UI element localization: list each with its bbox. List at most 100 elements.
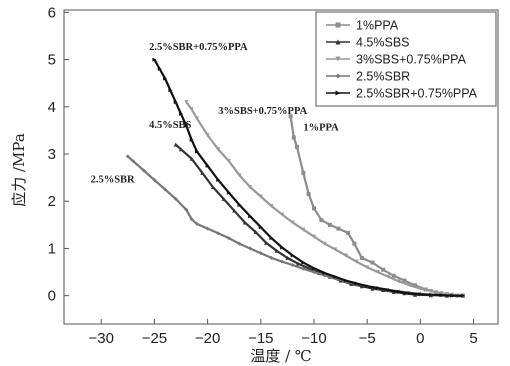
data-point	[258, 251, 263, 256]
legend: 1%PPA 4.5%SBS 3%SBS+0.75%PPA 2.5%SBR 2.5%SBR…	[315, 11, 497, 107]
data-point	[407, 291, 412, 296]
data-point	[152, 177, 157, 182]
data-point	[322, 271, 327, 276]
data-point	[248, 185, 253, 190]
series-4	[152, 57, 465, 298]
data-point	[428, 292, 433, 297]
data-point	[359, 284, 364, 289]
data-point	[168, 88, 173, 93]
annotation-label: 2.5%SBR	[91, 174, 135, 185]
data-point	[269, 203, 274, 208]
data-point	[280, 212, 285, 217]
data-point	[354, 281, 359, 286]
data-point	[237, 173, 242, 178]
data-point	[352, 241, 357, 246]
data-point	[280, 259, 285, 264]
y-tick-label: 1	[48, 240, 56, 257]
y-tick-label: 0	[48, 288, 56, 305]
legend-swatch-marker	[335, 22, 341, 28]
data-point	[216, 231, 221, 236]
data-point	[205, 133, 210, 138]
data-point	[301, 260, 306, 265]
data-point	[237, 241, 242, 246]
data-point	[322, 241, 327, 246]
legend-label: 4.5%SBS	[356, 36, 410, 50]
data-point	[391, 273, 396, 278]
data-point	[290, 253, 295, 258]
x-tick-label: −20	[195, 330, 220, 347]
data-point	[189, 156, 194, 161]
series-line	[153, 59, 463, 297]
data-point	[402, 278, 407, 283]
data-point	[311, 266, 316, 271]
axis-ticks: −30 −25 −20 −15 −10 −5 0 5 0 1 2 3 4 5 6	[48, 4, 478, 347]
data-point	[258, 194, 263, 199]
data-point	[450, 293, 455, 298]
x-tick-label: −10	[301, 330, 326, 347]
data-point	[290, 220, 295, 225]
data-point	[194, 149, 199, 154]
data-point	[242, 220, 247, 225]
data-point	[375, 286, 380, 291]
data-point	[269, 255, 274, 260]
data-point	[370, 260, 375, 265]
data-point	[381, 267, 386, 272]
data-point	[226, 190, 231, 195]
data-point	[333, 247, 338, 252]
data-point	[210, 185, 215, 190]
data-point	[173, 142, 178, 147]
data-point	[189, 107, 194, 112]
data-point	[418, 286, 423, 291]
data-point	[141, 168, 146, 173]
data-point	[386, 274, 391, 279]
data-point	[237, 203, 242, 208]
x-tick-label: 5	[469, 330, 477, 347]
y-tick-label: 6	[48, 4, 56, 21]
data-point	[413, 283, 418, 288]
legend-label: 3%SBS+0.75%PPA	[356, 53, 467, 67]
x-tick-label: 0	[416, 330, 424, 347]
data-point	[294, 144, 299, 149]
data-point	[189, 137, 194, 142]
data-point	[194, 116, 199, 121]
data-point	[205, 163, 210, 168]
data-point	[407, 283, 412, 288]
data-point	[319, 218, 324, 223]
series-3	[125, 154, 465, 298]
data-point	[428, 288, 433, 293]
legend-swatch-marker	[335, 73, 341, 79]
legend-swatch-marker	[335, 39, 341, 45]
data-point	[232, 208, 237, 213]
data-point	[226, 159, 231, 164]
data-point	[189, 217, 194, 222]
annotation-label: 2.5%SBR+0.75%PPA	[149, 42, 248, 53]
x-tick-label: −5	[359, 330, 376, 347]
data-point	[264, 240, 269, 245]
data-point	[173, 100, 178, 105]
data-point	[311, 270, 316, 275]
data-point	[386, 288, 391, 293]
data-point	[290, 262, 295, 267]
annotation-layer: 2.5%SBR+0.75%PPA 4.5%SBS 3%SBS+0.75%PPA 1%P…	[91, 42, 340, 185]
legend-label: 2.5%SBR	[356, 70, 410, 84]
data-point	[343, 253, 348, 258]
data-point	[152, 57, 157, 62]
data-point	[397, 289, 402, 294]
annotation-label: 3%SBS+0.75%PPA	[218, 106, 307, 117]
data-point	[226, 236, 231, 241]
data-point	[460, 293, 465, 298]
series-line	[185, 101, 464, 297]
plot-frame	[63, 9, 499, 325]
data-point	[253, 229, 258, 234]
y-tick-label: 2	[48, 193, 56, 210]
data-point	[184, 207, 189, 212]
data-point	[349, 281, 354, 286]
y-tick-label: 5	[48, 52, 56, 69]
data-point	[179, 111, 184, 116]
data-point	[248, 246, 253, 251]
data-point	[296, 261, 301, 266]
data-point	[311, 234, 316, 239]
data-point	[194, 221, 199, 226]
legend-label: 2.5%SBR+0.75%PPA	[356, 87, 478, 101]
